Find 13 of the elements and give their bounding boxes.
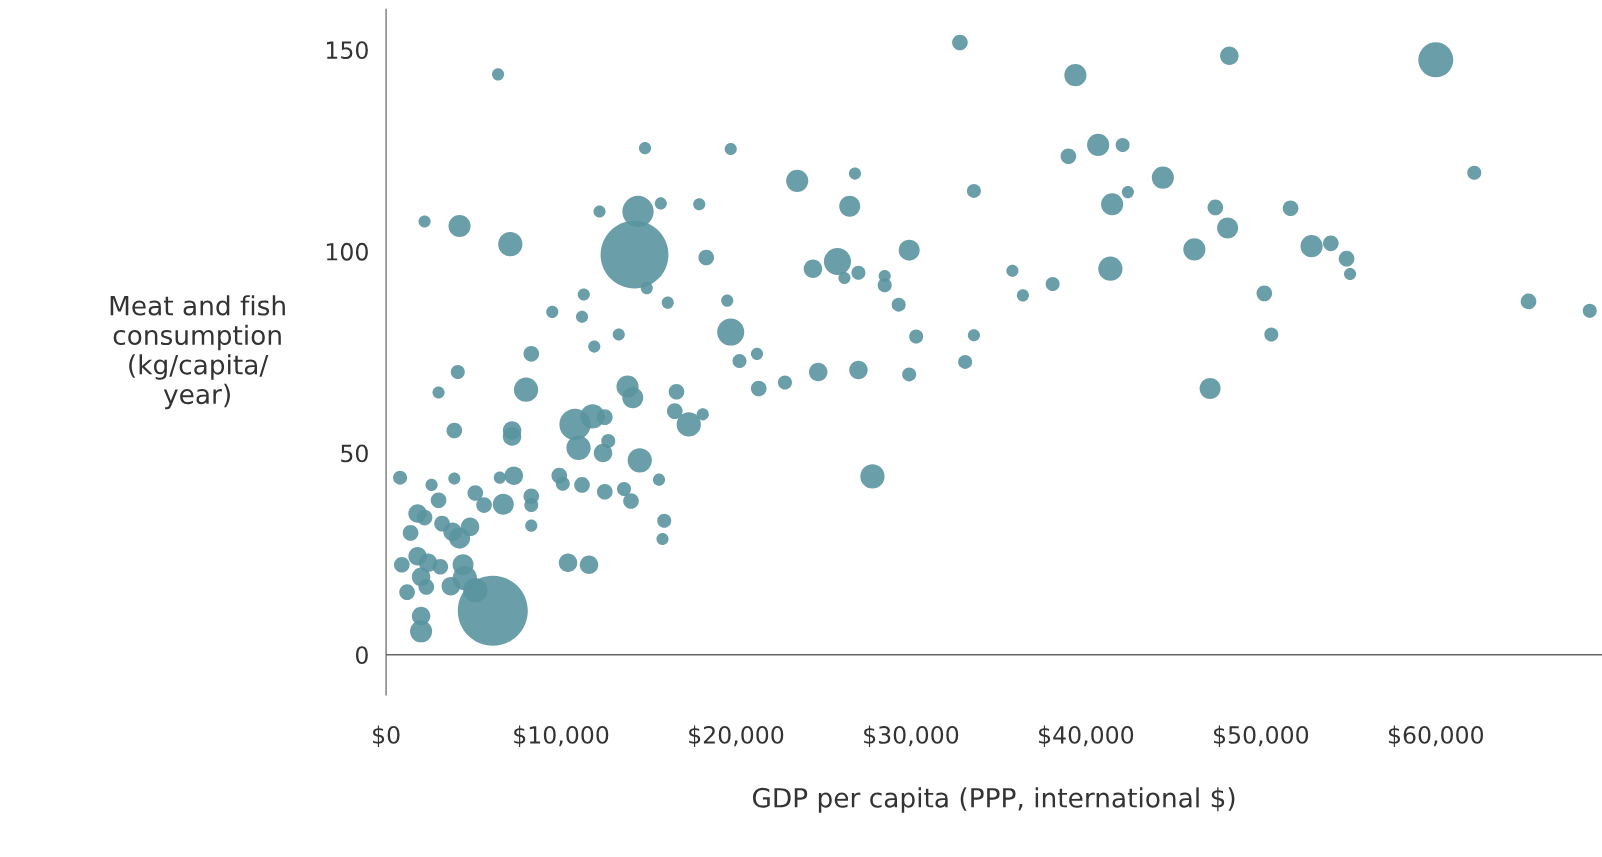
y-tick-label: 150	[326, 41, 368, 60]
x-tick-label: $50,000	[1213, 725, 1309, 747]
y-tick-label: 0	[355, 646, 368, 664]
y-tick-label: 50	[341, 444, 368, 463]
x-tick-label: $0	[373, 725, 400, 747]
x-tick-label: $60,000	[1388, 725, 1484, 747]
x-tick-label: $20,000	[689, 725, 784, 747]
x-tick-label: $30,000	[864, 725, 959, 747]
y-axis-title: Meat and fish consumption (kg/capita/ year)	[110, 295, 285, 410]
y-tick-label: 100	[326, 242, 368, 261]
x-axis-title: GDP per capita (PPP, international $)	[752, 787, 1235, 813]
x-tick-label: $40,000	[1039, 725, 1134, 747]
x-tick-label: $10,000	[514, 725, 609, 747]
